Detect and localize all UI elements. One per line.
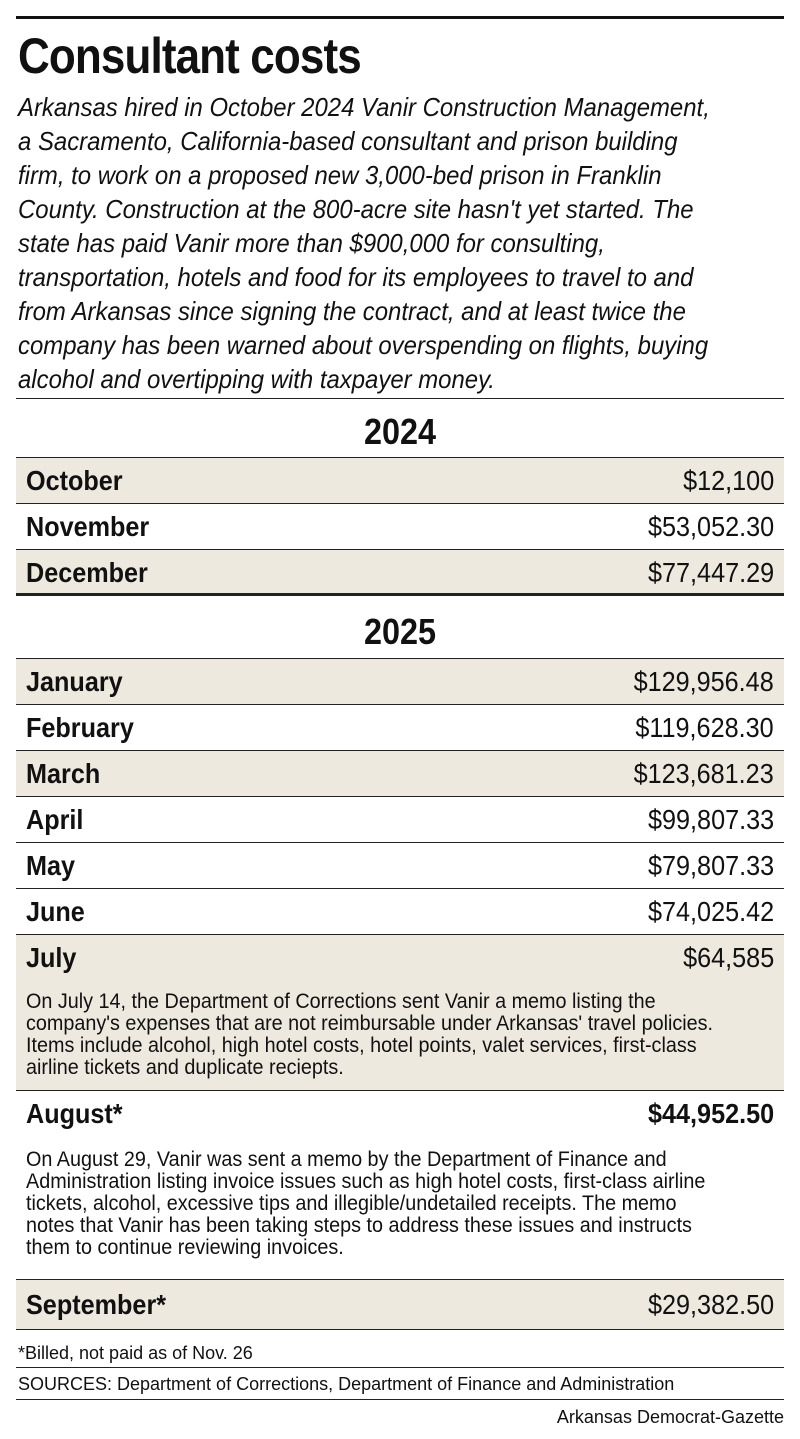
table-row-september: September* $29,382.50 (16, 1280, 784, 1330)
amount-value: $129,956.48 (633, 666, 774, 697)
page-title: Consultant costs (18, 28, 362, 84)
year-heading-2024: 2024 (363, 411, 437, 452)
year-heading-2025: 2025 (363, 611, 437, 652)
divider (16, 658, 784, 659)
divider (16, 1367, 784, 1368)
month-label: July (26, 942, 77, 973)
month-label: April (26, 804, 84, 835)
table-row-june: June $74,025.42 (16, 889, 784, 935)
month-label: August* (26, 1098, 123, 1129)
intro-paragraph: Arkansas hired in October 2024 Vanir Con… (18, 92, 710, 394)
credit-line: Arkansas Democrat-Gazette (556, 1407, 784, 1427)
amount-value: $119,628.30 (635, 712, 774, 743)
month-label: November (26, 511, 150, 542)
month-label: January (26, 666, 123, 697)
amount-value: $44,952.50 (647, 1098, 774, 1129)
amount-value: $64,585 (682, 942, 774, 973)
month-label: March (26, 758, 101, 789)
amount-value: $123,681.23 (633, 758, 774, 789)
table-row-july: July $64,585 (16, 935, 784, 1091)
month-label: May (26, 850, 76, 881)
amount-value: $74,025.42 (647, 896, 774, 927)
footnote: *Billed, not paid as of Nov. 26 (18, 1343, 253, 1363)
top-rule (16, 16, 784, 19)
divider (16, 1399, 784, 1400)
amount-value: $53,052.30 (647, 511, 774, 542)
table-row-march: March $123,681.23 (16, 751, 784, 797)
table-row-january: January $129,956.48 (16, 659, 784, 705)
table-row-april: April $99,807.33 (16, 797, 784, 843)
amount-value: $12,100 (682, 465, 774, 496)
table-row-may: May $79,807.33 (16, 843, 784, 889)
table-row-february: February $119,628.30 (16, 705, 784, 751)
month-label: December (26, 557, 148, 588)
month-label: February (26, 712, 134, 743)
month-label: October (26, 465, 123, 496)
table-row-august: August* $44,952.50 (16, 1091, 784, 1280)
amount-value: $29,382.50 (647, 1289, 774, 1320)
divider (16, 457, 784, 458)
month-label: June (26, 896, 85, 927)
august-memo-note: On August 29, Vanir was sent a memo by t… (26, 1147, 706, 1259)
table-row-november: November $53,052.30 (16, 504, 784, 550)
month-label: September* (26, 1289, 167, 1320)
table-row-october: October $12,100 (16, 458, 784, 504)
sources: SOURCES: Department of Corrections, Depa… (18, 1374, 675, 1394)
amount-value: $77,447.29 (647, 557, 774, 588)
table-row-december: December $77,447.29 (16, 550, 784, 596)
divider (16, 398, 784, 399)
july-memo-note: On July 14, the Department of Correction… (26, 989, 714, 1079)
amount-value: $79,807.33 (647, 850, 774, 881)
amount-value: $99,807.33 (647, 804, 774, 835)
